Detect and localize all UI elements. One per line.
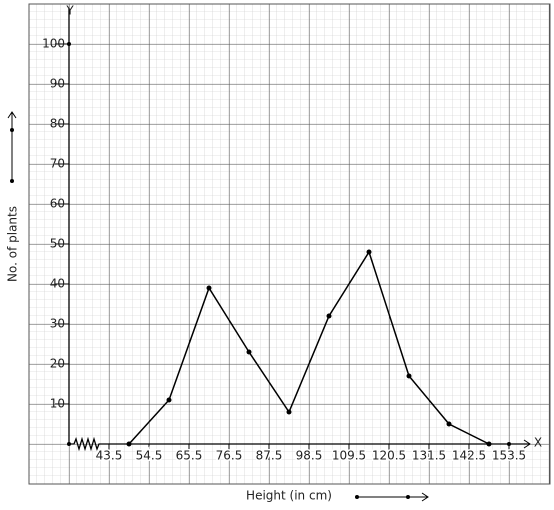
point <box>206 285 212 291</box>
x-tick-label: 98.5 <box>296 449 323 463</box>
decor-dots <box>10 128 410 499</box>
x-axis-label: Height (in cm) <box>246 489 332 503</box>
y-tick-label: 70 <box>50 157 65 171</box>
x-axis <box>69 436 530 452</box>
x-tick-label: 76.5 <box>216 449 243 463</box>
y-tick-label: 40 <box>50 277 65 291</box>
y-tick-label: 80 <box>50 117 65 131</box>
point <box>446 421 452 427</box>
x-tick-label: 43.5 <box>96 449 123 463</box>
x-tick-label: 109.5 <box>332 449 366 463</box>
point <box>486 441 492 447</box>
y-tick-label: 90 <box>50 77 65 91</box>
graph-paper-major <box>29 4 550 484</box>
x-arrow <box>523 439 531 449</box>
y-tick-label: 60 <box>50 197 65 211</box>
y-tick-label: 10 <box>50 397 65 411</box>
y-tick-label: 100 <box>42 37 65 51</box>
point <box>406 373 412 379</box>
point <box>326 313 332 319</box>
origin-dot <box>67 442 71 446</box>
x-tick-label: 120.5 <box>372 449 406 463</box>
point <box>246 349 252 355</box>
x-tick-label: 153.5 <box>492 449 526 463</box>
decor-arrows <box>7 111 429 502</box>
point <box>286 409 292 415</box>
x-tick-label: 87.5 <box>256 449 283 463</box>
y-tick-label: 50 <box>50 237 65 251</box>
point <box>366 249 372 255</box>
point <box>126 441 132 447</box>
y-tick-label: 20 <box>50 357 65 371</box>
y-tick-label: 30 <box>50 317 65 331</box>
point <box>166 397 172 403</box>
y-axis-name: Y <box>65 4 74 18</box>
line <box>128 250 490 445</box>
x-tick-label: 65.5 <box>176 449 203 463</box>
x-tick-label: 131.5 <box>412 449 446 463</box>
x-axis-name: X <box>534 436 542 450</box>
graph-border <box>28 3 551 485</box>
x-tick-label: 142.5 <box>452 449 486 463</box>
x-tick-label: 54.5 <box>136 449 163 463</box>
y-axis-label: No. of plants <box>6 206 20 282</box>
